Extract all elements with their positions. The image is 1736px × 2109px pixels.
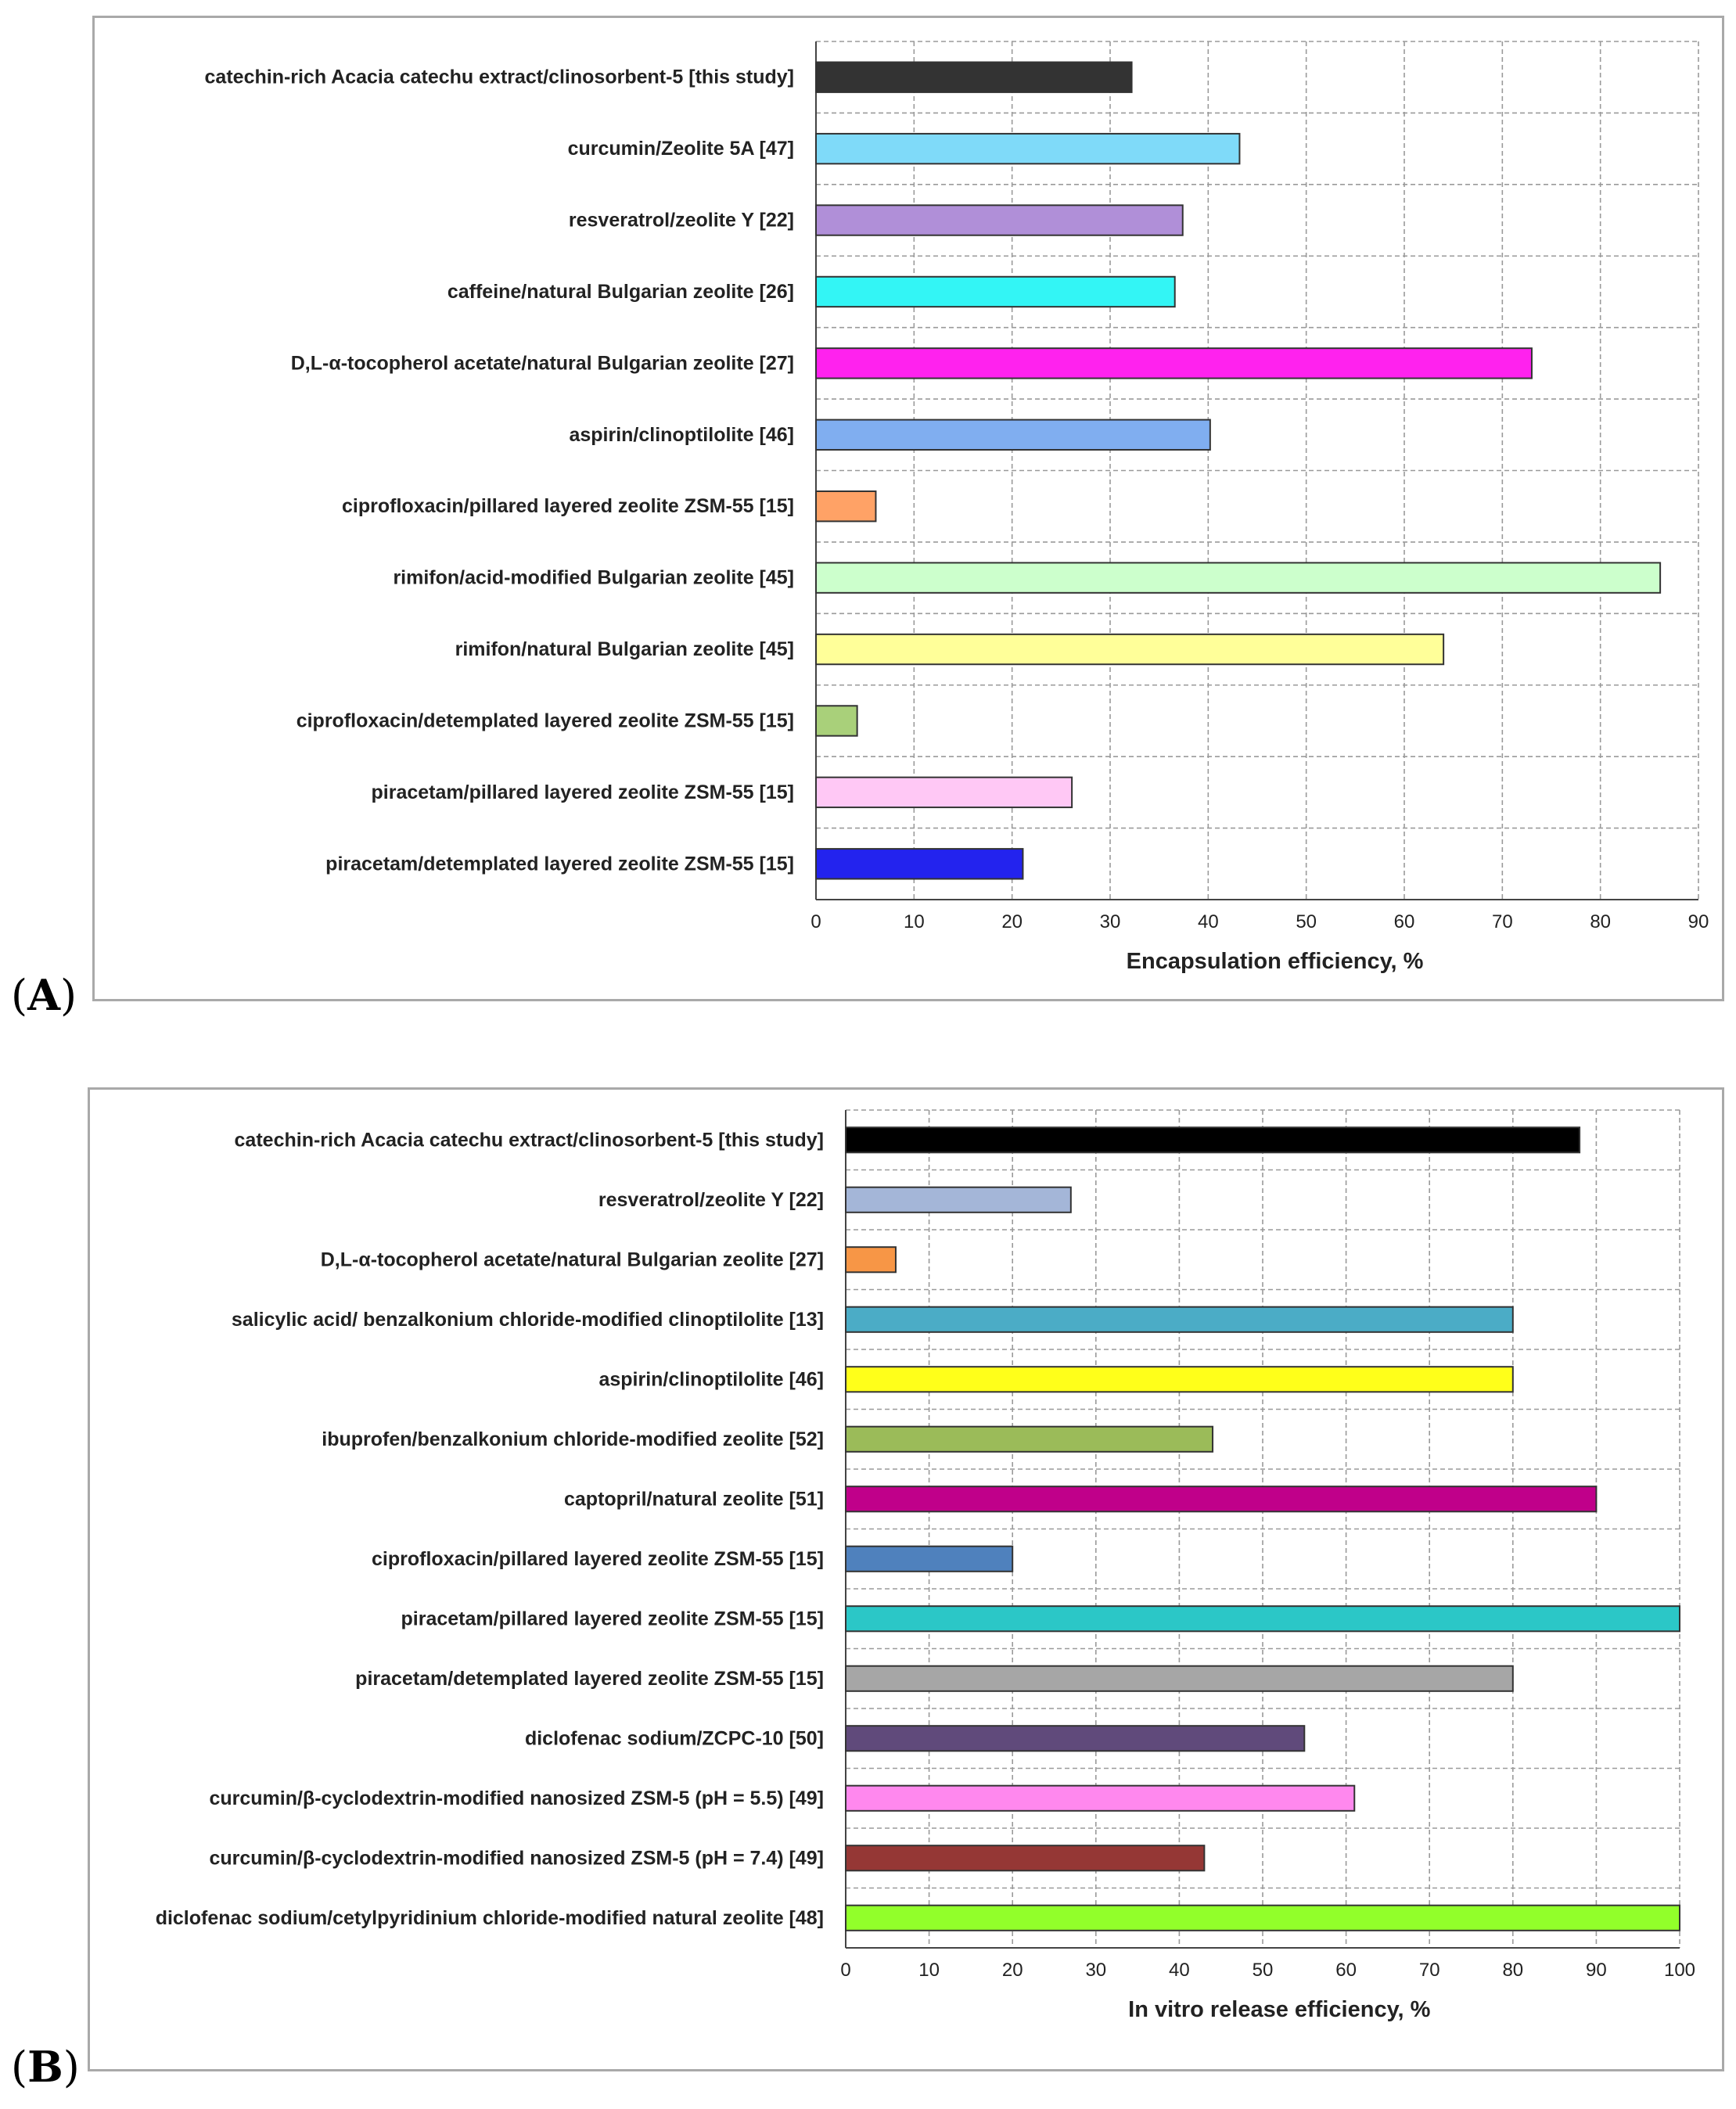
x-axis-title: Encapsulation efficiency, % bbox=[1127, 949, 1424, 974]
bar bbox=[845, 1845, 1206, 1872]
x-tick-label: 20 bbox=[1002, 1960, 1023, 1981]
category-label: curcumin/β-cyclodextrin-modified nanosiz… bbox=[209, 1787, 824, 1809]
x-tick-label: 20 bbox=[1001, 911, 1023, 932]
bar bbox=[815, 633, 1445, 666]
chart-panel-b: catechin-rich Acacia catechu extract/cli… bbox=[88, 1087, 1724, 2071]
bar bbox=[845, 1186, 1072, 1213]
x-tick-label: 40 bbox=[1169, 1960, 1190, 1981]
category-label: catechin-rich Acacia catechu extract/cli… bbox=[235, 1129, 824, 1151]
category-label: ibuprofen/benzalkonium chloride-modified… bbox=[322, 1428, 824, 1450]
category-label: D,L-α-tocopherol acetate/natural Bulgari… bbox=[291, 352, 794, 374]
category-label: ciprofloxacin/pillared layered zeolite Z… bbox=[372, 1548, 824, 1570]
bar bbox=[815, 705, 858, 737]
bar bbox=[815, 347, 1533, 379]
x-tick-label: 0 bbox=[810, 911, 821, 932]
category-label: curcumin/Zeolite 5A [47] bbox=[568, 138, 794, 160]
category-label: resveratrol/zeolite Y [22] bbox=[569, 210, 794, 232]
bar bbox=[845, 1784, 1356, 1812]
bar bbox=[815, 776, 1073, 809]
x-tick-label: 10 bbox=[918, 1960, 940, 1981]
x-tick-label: 10 bbox=[904, 911, 925, 932]
bar bbox=[815, 562, 1662, 594]
bar bbox=[845, 1665, 1514, 1692]
x-tick-label: 30 bbox=[1100, 911, 1121, 932]
x-tick-label: 90 bbox=[1688, 911, 1709, 932]
bar bbox=[845, 1545, 1014, 1572]
category-label: ciprofloxacin/pillared layered zeolite Z… bbox=[342, 495, 794, 517]
chart-panel-a: catechin-rich Acacia catechu extract/cli… bbox=[92, 16, 1724, 1001]
x-tick-label: 70 bbox=[1419, 1960, 1440, 1981]
panel-label-a: (A) bbox=[11, 970, 77, 1020]
bar bbox=[845, 1486, 1598, 1513]
x-tick-label: 0 bbox=[840, 1960, 850, 1981]
x-tick-label: 80 bbox=[1502, 1960, 1523, 1981]
category-label: resveratrol/zeolite Y [22] bbox=[598, 1189, 824, 1211]
bar bbox=[815, 275, 1176, 308]
category-label: rimifon/acid-modified Bulgarian zeolite … bbox=[393, 567, 794, 589]
category-label: D,L-α-tocopherol acetate/natural Bulgari… bbox=[321, 1249, 824, 1270]
x-tick-label: 50 bbox=[1296, 911, 1317, 932]
category-label: aspirin/clinoptilolite [46] bbox=[569, 424, 794, 446]
bar bbox=[815, 848, 1024, 880]
x-tick-label: 50 bbox=[1253, 1960, 1274, 1981]
category-label: ciprofloxacin/detemplated layered zeolit… bbox=[297, 710, 794, 731]
x-axis-title: In vitro release efficiency, % bbox=[1128, 1997, 1431, 2022]
bar bbox=[815, 204, 1184, 236]
x-tick-label: 80 bbox=[1590, 911, 1611, 932]
category-label: piracetam/pillared layered zeolite ZSM-5… bbox=[372, 781, 794, 803]
category-label: piracetam/detemplated layered zeolite ZS… bbox=[355, 1668, 824, 1690]
bar bbox=[845, 1904, 1680, 1931]
category-label: diclofenac sodium/cetylpyridinium chlori… bbox=[156, 1907, 824, 1929]
bar bbox=[845, 1605, 1680, 1633]
category-label: caffeine/natural Bulgarian zeolite [26] bbox=[447, 281, 794, 303]
bar bbox=[815, 61, 1133, 93]
category-label: catechin-rich Acacia catechu extract/cli… bbox=[205, 66, 794, 88]
bar bbox=[845, 1126, 1581, 1154]
bar bbox=[845, 1246, 897, 1274]
category-label: rimifon/natural Bulgarian zeolite [45] bbox=[455, 638, 794, 660]
bar bbox=[815, 490, 877, 523]
category-label: piracetam/pillared layered zeolite ZSM-5… bbox=[401, 1608, 824, 1629]
x-tick-label: 70 bbox=[1492, 911, 1513, 932]
x-tick-label: 40 bbox=[1198, 911, 1219, 932]
encapsulation-chart: catechin-rich Acacia catechu extract/cli… bbox=[205, 41, 1709, 974]
x-tick-label: 90 bbox=[1586, 1960, 1607, 1981]
release-chart: catechin-rich Acacia catechu extract/cli… bbox=[156, 1109, 1695, 2022]
category-label: curcumin/β-cyclodextrin-modified nanosiz… bbox=[209, 1847, 824, 1869]
bar bbox=[815, 419, 1211, 451]
category-label: captopril/natural zeolite [51] bbox=[564, 1488, 824, 1510]
panel-label-b: (B) bbox=[11, 2042, 80, 2092]
bar bbox=[845, 1306, 1514, 1333]
category-label: diclofenac sodium/ZCPC-10 [50] bbox=[525, 1727, 824, 1749]
x-tick-label: 60 bbox=[1394, 911, 1415, 932]
x-tick-label: 60 bbox=[1335, 1960, 1357, 1981]
bar bbox=[845, 1725, 1306, 1752]
x-tick-label: 30 bbox=[1085, 1960, 1106, 1981]
category-label: aspirin/clinoptilolite [46] bbox=[598, 1368, 824, 1390]
category-label: piracetam/detemplated layered zeolite ZS… bbox=[325, 853, 794, 875]
x-tick-label: 100 bbox=[1664, 1960, 1695, 1981]
bar bbox=[815, 132, 1241, 165]
bar bbox=[845, 1425, 1214, 1453]
category-label: salicylic acid/ benzalkonium chloride-mo… bbox=[232, 1309, 824, 1331]
bar bbox=[845, 1366, 1514, 1393]
